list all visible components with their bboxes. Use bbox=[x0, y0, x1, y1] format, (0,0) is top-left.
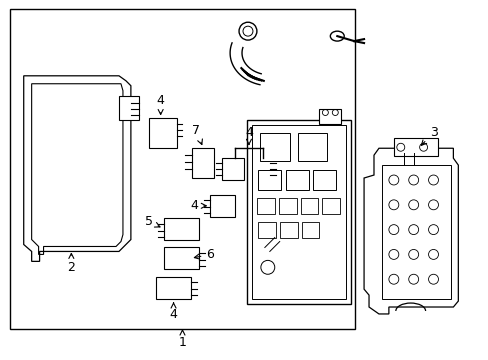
Text: 6: 6 bbox=[194, 248, 214, 261]
Text: 7: 7 bbox=[192, 124, 202, 144]
Bar bbox=[148, 118, 176, 148]
Bar bbox=[247, 158, 269, 180]
Bar bbox=[119, 96, 139, 121]
Bar bbox=[301, 222, 319, 238]
Text: 2: 2 bbox=[67, 253, 75, 274]
Text: 4: 4 bbox=[156, 94, 164, 114]
Bar bbox=[163, 247, 199, 269]
Bar bbox=[259, 133, 289, 161]
Bar bbox=[300, 198, 318, 214]
Bar bbox=[257, 170, 280, 190]
Bar bbox=[297, 133, 326, 161]
Bar bbox=[257, 222, 275, 238]
Text: 1: 1 bbox=[178, 330, 186, 349]
Bar bbox=[278, 198, 296, 214]
Bar bbox=[279, 222, 297, 238]
Text: 5: 5 bbox=[144, 215, 160, 228]
Bar bbox=[210, 195, 235, 217]
Bar bbox=[155, 277, 191, 299]
Text: 4: 4 bbox=[244, 126, 252, 145]
Bar bbox=[256, 198, 274, 214]
Text: 4: 4 bbox=[190, 199, 206, 212]
Bar bbox=[222, 158, 244, 180]
Bar bbox=[10, 9, 354, 329]
Bar bbox=[393, 138, 438, 156]
Bar bbox=[285, 170, 308, 190]
Bar bbox=[319, 109, 341, 125]
Text: 3: 3 bbox=[421, 126, 437, 145]
Bar bbox=[313, 170, 336, 190]
Bar bbox=[192, 148, 214, 178]
Bar bbox=[251, 125, 346, 299]
Bar bbox=[322, 198, 340, 214]
Bar bbox=[246, 121, 350, 304]
Bar bbox=[381, 165, 450, 299]
Bar bbox=[163, 218, 199, 239]
Text: 4: 4 bbox=[169, 303, 177, 321]
